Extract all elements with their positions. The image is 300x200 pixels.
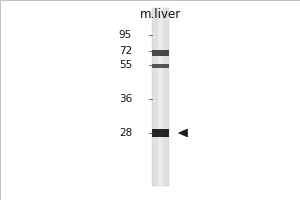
Text: 95: 95 bbox=[119, 30, 132, 40]
Bar bbox=[158, 8, 163, 186]
Bar bbox=[152, 129, 169, 137]
Text: 28: 28 bbox=[119, 128, 132, 138]
Bar bbox=[152, 8, 169, 186]
Text: 36: 36 bbox=[119, 94, 132, 104]
Text: m.liver: m.liver bbox=[140, 8, 181, 21]
Bar bbox=[152, 64, 169, 68]
Bar bbox=[152, 50, 169, 56]
Text: 55: 55 bbox=[119, 60, 132, 70]
Polygon shape bbox=[178, 129, 188, 137]
Text: 72: 72 bbox=[119, 46, 132, 56]
